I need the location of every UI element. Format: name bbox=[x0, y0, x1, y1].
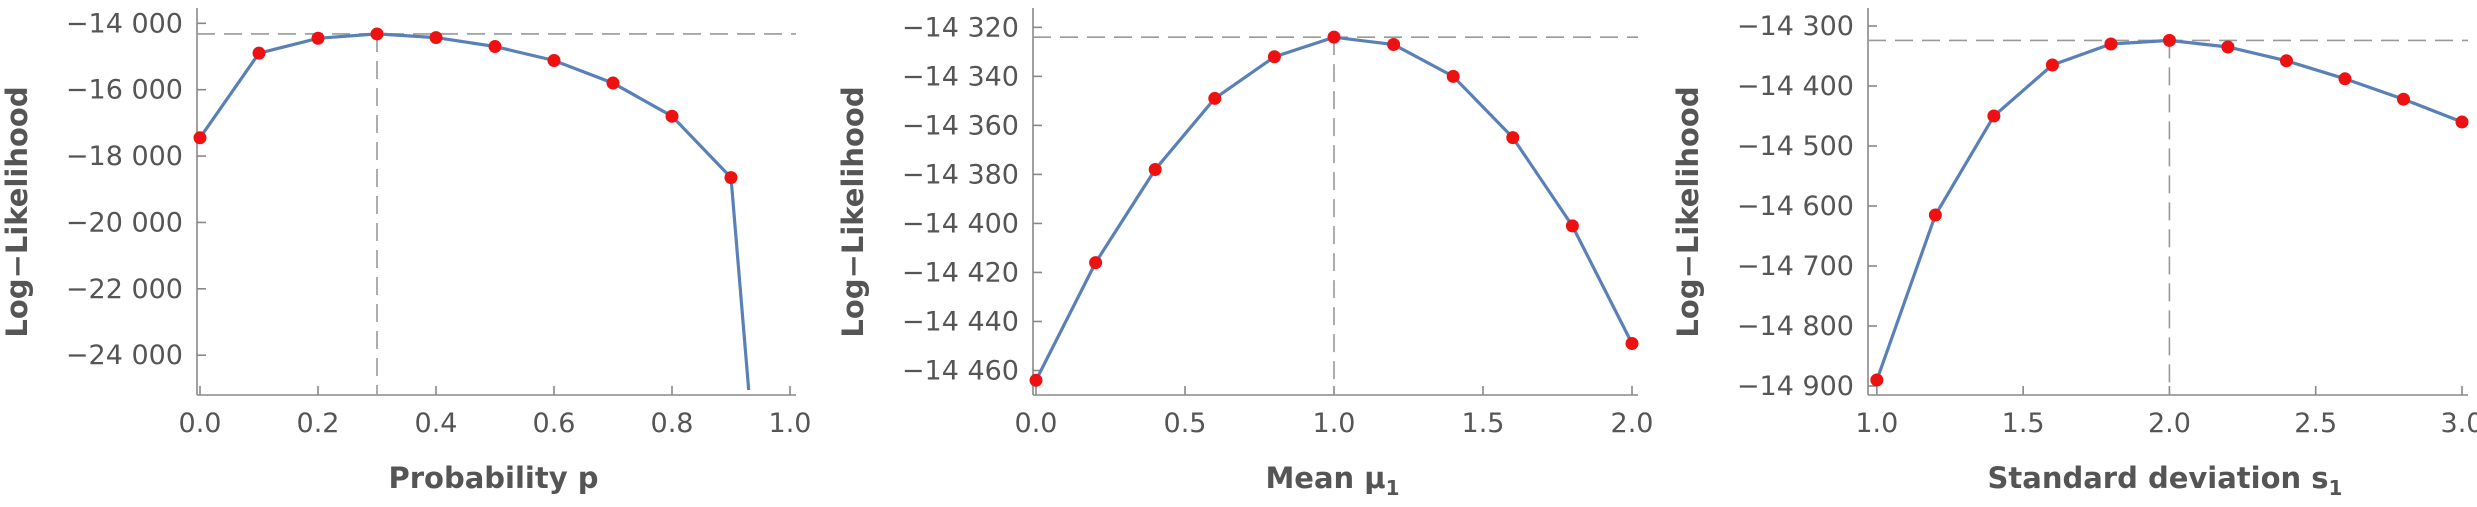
x-axis-title: Probability p bbox=[388, 461, 598, 495]
x-tick-label: 0.2 bbox=[297, 408, 340, 439]
data-point bbox=[1327, 30, 1341, 44]
y-tick-label: −14 500 bbox=[1737, 131, 1854, 162]
data-point bbox=[1625, 337, 1639, 351]
chart-panel-1: 0.0 0.2 0.4 0.6 0.8 1.0 −14 000 −16 000 −18 000 −… bbox=[0, 8, 811, 495]
x-axis-title: Standard deviation s1 bbox=[1988, 461, 2343, 500]
data-point bbox=[2045, 58, 2059, 72]
y-tick-label: −14 700 bbox=[1737, 251, 1854, 282]
y-tick-label: −22 000 bbox=[66, 274, 183, 305]
y-axis-title: Log−Likelihood bbox=[836, 86, 870, 337]
y-tick-label: −14 900 bbox=[1737, 371, 1854, 402]
data-point bbox=[193, 131, 207, 145]
y-tick-label: −14 380 bbox=[902, 159, 1019, 190]
x-tick-label: 1.5 bbox=[1462, 408, 1505, 439]
x-tick-label: 0.8 bbox=[651, 408, 694, 439]
data-point bbox=[311, 31, 325, 45]
y-tick-label: −20 000 bbox=[66, 207, 183, 238]
data-point bbox=[488, 40, 502, 54]
data-point bbox=[370, 27, 384, 41]
x-tick-label: 0.6 bbox=[533, 408, 576, 439]
chart-panel-3: 1.0 1.5 2.0 2.5 3.0 −14 300 −14 400 −14 500 −14 … bbox=[1671, 8, 2477, 500]
x-tick-label: 0.4 bbox=[415, 408, 458, 439]
y-tick-label: −14 320 bbox=[902, 12, 1019, 43]
x-tick-label: 0.5 bbox=[1164, 408, 1207, 439]
data-point bbox=[2162, 33, 2176, 47]
data-point bbox=[1870, 373, 1884, 387]
y-tick-label: −24 000 bbox=[66, 340, 183, 371]
data-point bbox=[606, 76, 620, 90]
data-point bbox=[1506, 131, 1520, 145]
y-tick-label: −14 800 bbox=[1737, 311, 1854, 342]
y-tick-label: −14 300 bbox=[1737, 11, 1854, 42]
data-point bbox=[2396, 92, 2410, 106]
y-tick-label: −14 440 bbox=[902, 306, 1019, 337]
y-tick-label: −14 360 bbox=[902, 110, 1019, 141]
data-point bbox=[1387, 38, 1401, 52]
data-point bbox=[1987, 109, 2001, 123]
x-axis-title: Mean μ1 bbox=[1265, 461, 1399, 500]
x-tick-label: 3.0 bbox=[2441, 408, 2477, 439]
x-tick-label: 1.0 bbox=[1313, 408, 1356, 439]
y-tick-label: −14 460 bbox=[902, 355, 1019, 386]
data-point bbox=[2221, 40, 2235, 54]
data-point bbox=[429, 31, 443, 45]
data-point bbox=[1208, 91, 1222, 105]
y-tick-label: −14 400 bbox=[902, 208, 1019, 239]
data-point bbox=[2104, 37, 2118, 51]
data-point bbox=[665, 109, 679, 123]
data-point bbox=[1928, 208, 1942, 222]
x-tick-label: 0.0 bbox=[1015, 408, 1058, 439]
y-tick-label: −14 400 bbox=[1737, 71, 1854, 102]
y-axis-title: Log−Likelihood bbox=[1671, 86, 1705, 337]
y-tick-label: −14 000 bbox=[66, 8, 183, 39]
data-point bbox=[252, 46, 266, 60]
data-point bbox=[2455, 115, 2469, 129]
series-line bbox=[198, 32, 751, 391]
data-point bbox=[1089, 256, 1103, 270]
x-tick-label: 1.0 bbox=[769, 408, 812, 439]
x-tick-label: 0.0 bbox=[179, 408, 222, 439]
data-point bbox=[1446, 69, 1460, 83]
chart-panel-2: 0.0 0.5 1.0 1.5 2.0 −14 320 −14 340 −14 360 −14 … bbox=[836, 8, 1653, 500]
data-point bbox=[1029, 373, 1043, 387]
x-tick-label: 2.5 bbox=[2294, 408, 2337, 439]
data-point bbox=[1565, 219, 1579, 233]
y-tick-label: −16 000 bbox=[66, 75, 183, 106]
data-point bbox=[1267, 50, 1281, 64]
y-tick-label: −18 000 bbox=[66, 141, 183, 172]
data-point bbox=[547, 53, 561, 67]
y-tick-label: −14 600 bbox=[1737, 191, 1854, 222]
data-point bbox=[1148, 163, 1162, 177]
x-tick-label: 1.0 bbox=[1855, 408, 1898, 439]
data-point bbox=[2338, 72, 2352, 86]
y-tick-label: −14 340 bbox=[902, 61, 1019, 92]
y-axis-title: Log−Likelihood bbox=[0, 86, 34, 337]
x-tick-label: 2.0 bbox=[2148, 408, 2191, 439]
y-tick-label: −14 420 bbox=[902, 257, 1019, 288]
x-tick-label: 1.5 bbox=[2002, 408, 2045, 439]
data-point bbox=[2279, 54, 2293, 68]
data-point bbox=[724, 171, 738, 185]
x-tick-label: 2.0 bbox=[1611, 408, 1654, 439]
